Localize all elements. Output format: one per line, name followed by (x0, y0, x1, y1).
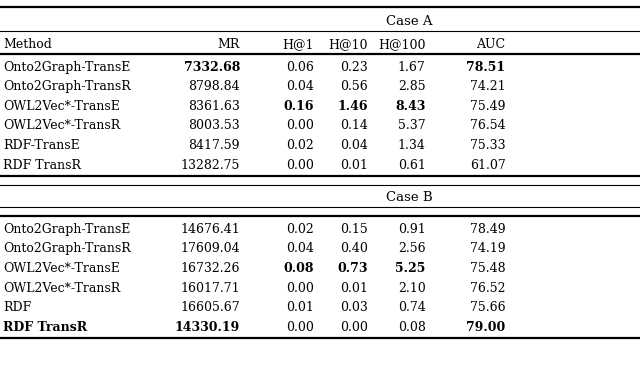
Text: 0.00: 0.00 (340, 321, 368, 334)
Text: OWL2Vec*-TransE: OWL2Vec*-TransE (3, 100, 120, 113)
Text: 0.91: 0.91 (398, 223, 426, 236)
Text: 8003.53: 8003.53 (188, 119, 240, 132)
Text: RDF-TransE: RDF-TransE (3, 139, 80, 152)
Text: 13282.75: 13282.75 (180, 158, 240, 172)
Text: 0.00: 0.00 (285, 321, 314, 334)
Text: 8798.84: 8798.84 (188, 80, 240, 93)
Text: 0.56: 0.56 (340, 80, 368, 93)
Text: 14676.41: 14676.41 (180, 223, 240, 236)
Text: 8.43: 8.43 (396, 100, 426, 113)
Text: 0.74: 0.74 (398, 301, 426, 314)
Text: 79.00: 79.00 (467, 321, 506, 334)
Text: 0.01: 0.01 (285, 301, 314, 314)
Text: 7332.68: 7332.68 (184, 60, 240, 74)
Text: 75.66: 75.66 (470, 301, 506, 314)
Text: 1.67: 1.67 (398, 60, 426, 74)
Text: 74.21: 74.21 (470, 80, 506, 93)
Text: Onto2Graph-TransR: Onto2Graph-TransR (3, 242, 131, 256)
Text: 0.02: 0.02 (286, 223, 314, 236)
Text: 0.03: 0.03 (340, 301, 368, 314)
Text: 0.04: 0.04 (340, 139, 368, 152)
Text: 78.49: 78.49 (470, 223, 506, 236)
Text: Onto2Graph-TransE: Onto2Graph-TransE (3, 223, 131, 236)
Text: 0.02: 0.02 (286, 139, 314, 152)
Text: Case B: Case B (387, 191, 433, 204)
Text: 2.10: 2.10 (398, 281, 426, 295)
Text: OWL2Vec*-TransR: OWL2Vec*-TransR (3, 119, 120, 132)
Text: RDF TransR: RDF TransR (3, 321, 87, 334)
Text: 14330.19: 14330.19 (175, 321, 240, 334)
Text: 0.04: 0.04 (285, 242, 314, 256)
Text: 0.16: 0.16 (283, 100, 314, 113)
Text: 2.85: 2.85 (398, 80, 426, 93)
Text: 78.51: 78.51 (467, 60, 506, 74)
Text: 75.33: 75.33 (470, 139, 506, 152)
Text: AUC: AUC (476, 38, 506, 51)
Text: H@100: H@100 (378, 38, 426, 51)
Text: 0.01: 0.01 (340, 158, 368, 172)
Text: 0.73: 0.73 (337, 262, 368, 275)
Text: 0.01: 0.01 (340, 281, 368, 295)
Text: RDF: RDF (3, 301, 31, 314)
Text: Case A: Case A (387, 15, 433, 28)
Text: 74.19: 74.19 (470, 242, 506, 256)
Text: 61.07: 61.07 (470, 158, 506, 172)
Text: 2.56: 2.56 (398, 242, 426, 256)
Text: 76.52: 76.52 (470, 281, 506, 295)
Text: 0.23: 0.23 (340, 60, 368, 74)
Text: 0.00: 0.00 (285, 158, 314, 172)
Text: 0.15: 0.15 (340, 223, 368, 236)
Text: 16017.71: 16017.71 (180, 281, 240, 295)
Text: 1.46: 1.46 (337, 100, 368, 113)
Text: 8361.63: 8361.63 (188, 100, 240, 113)
Text: 0.40: 0.40 (340, 242, 368, 256)
Text: 75.48: 75.48 (470, 262, 506, 275)
Text: 0.04: 0.04 (285, 80, 314, 93)
Text: 0.14: 0.14 (340, 119, 368, 132)
Text: 0.61: 0.61 (397, 158, 426, 172)
Text: 8417.59: 8417.59 (189, 139, 240, 152)
Text: RDF TransR: RDF TransR (3, 158, 81, 172)
Text: 5.25: 5.25 (396, 262, 426, 275)
Text: 0.08: 0.08 (397, 321, 426, 334)
Text: 0.00: 0.00 (285, 281, 314, 295)
Text: 16605.67: 16605.67 (180, 301, 240, 314)
Text: Method: Method (3, 38, 52, 51)
Text: 0.08: 0.08 (283, 262, 314, 275)
Text: 0.06: 0.06 (285, 60, 314, 74)
Text: 76.54: 76.54 (470, 119, 506, 132)
Text: 0.00: 0.00 (285, 119, 314, 132)
Text: H@1: H@1 (282, 38, 314, 51)
Text: OWL2Vec*-TransR: OWL2Vec*-TransR (3, 281, 120, 295)
Text: MR: MR (218, 38, 240, 51)
Text: 17609.04: 17609.04 (180, 242, 240, 256)
Text: 5.37: 5.37 (398, 119, 426, 132)
Text: OWL2Vec*-TransE: OWL2Vec*-TransE (3, 262, 120, 275)
Text: 1.34: 1.34 (397, 139, 426, 152)
Text: 16732.26: 16732.26 (180, 262, 240, 275)
Text: 75.49: 75.49 (470, 100, 506, 113)
Text: Onto2Graph-TransE: Onto2Graph-TransE (3, 60, 131, 74)
Text: Onto2Graph-TransR: Onto2Graph-TransR (3, 80, 131, 93)
Text: H@10: H@10 (328, 38, 368, 51)
